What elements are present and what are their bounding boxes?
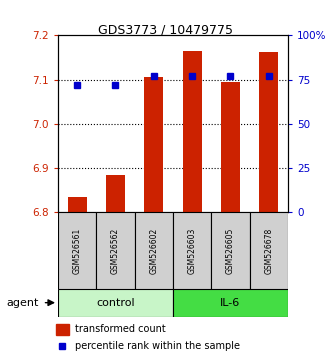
Bar [106, 175, 125, 212]
Text: GSM526603: GSM526603 [188, 227, 197, 274]
Text: GDS3773 / 10479775: GDS3773 / 10479775 [98, 23, 233, 36]
Bar [56, 324, 69, 335]
FancyBboxPatch shape [250, 212, 288, 289]
FancyBboxPatch shape [135, 212, 173, 289]
Text: GSM526605: GSM526605 [226, 227, 235, 274]
Bar [68, 197, 87, 212]
Bar [221, 82, 240, 212]
Bar [259, 52, 278, 212]
FancyBboxPatch shape [173, 289, 288, 317]
FancyBboxPatch shape [58, 212, 96, 289]
FancyBboxPatch shape [96, 212, 135, 289]
Text: agent: agent [7, 298, 39, 308]
Text: GSM526561: GSM526561 [72, 227, 82, 274]
Bar [144, 78, 164, 212]
FancyBboxPatch shape [58, 289, 173, 317]
Text: GSM526562: GSM526562 [111, 227, 120, 274]
Text: GSM526602: GSM526602 [149, 227, 158, 274]
Text: percentile rank within the sample: percentile rank within the sample [75, 341, 240, 351]
Text: control: control [96, 298, 135, 308]
Bar [182, 51, 202, 212]
FancyBboxPatch shape [211, 212, 250, 289]
Text: transformed count: transformed count [75, 324, 166, 334]
FancyBboxPatch shape [173, 212, 211, 289]
Text: GSM526678: GSM526678 [264, 227, 273, 274]
Text: IL-6: IL-6 [220, 298, 241, 308]
